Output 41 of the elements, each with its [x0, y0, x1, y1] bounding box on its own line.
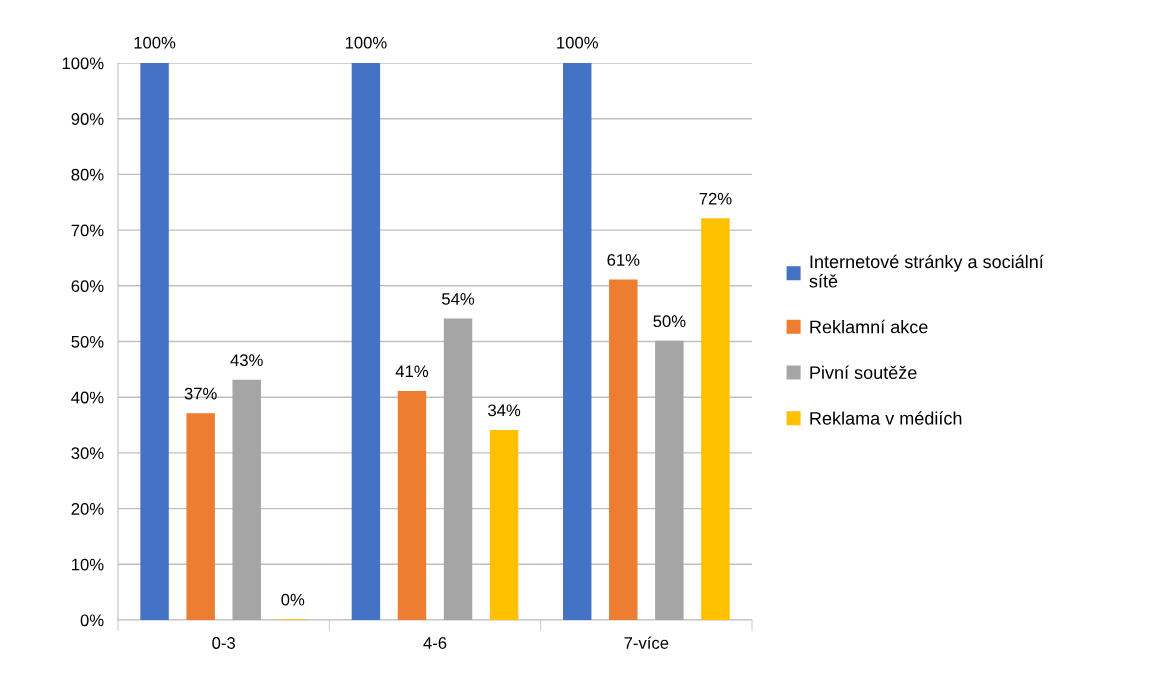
y-tick-label: 90% — [71, 113, 104, 125]
y-tick-label: 70% — [71, 224, 104, 237]
bar — [351, 63, 381, 620]
data-label: 61% — [607, 254, 640, 266]
data-label: 34% — [488, 404, 521, 417]
data-label: 100% — [134, 36, 176, 49]
bar — [609, 279, 638, 620]
y-tick-label: 80% — [71, 168, 104, 181]
data-label: 41% — [395, 365, 429, 378]
data-label: 50% — [653, 315, 686, 328]
bar — [397, 390, 427, 620]
x-tick-label: 0-3 — [212, 637, 235, 649]
y-tick-label: 0% — [80, 614, 104, 627]
y-tick-label: 60% — [71, 280, 104, 292]
legend-label: Internetové stránky a sociální sítě — [809, 254, 1044, 288]
data-label: 54% — [442, 293, 475, 305]
legend-label: Reklama v médiích — [810, 411, 962, 425]
bar — [140, 63, 169, 620]
y-tick-label: 50% — [71, 335, 104, 348]
x-tick-label: 4-6 — [423, 637, 447, 649]
legend-label: Reklamní akce — [810, 319, 928, 334]
bar — [701, 218, 730, 620]
bar — [655, 340, 684, 620]
bar — [443, 318, 473, 620]
y-tick-label: 100% — [62, 57, 104, 70]
bar — [232, 379, 261, 620]
data-label: 37% — [184, 387, 217, 400]
y-tick-label: 40% — [71, 391, 104, 404]
y-tick-label: 20% — [71, 503, 104, 515]
data-label: 72% — [699, 192, 732, 205]
data-label: 100% — [557, 36, 598, 49]
y-tick-label: 30% — [71, 447, 104, 460]
bar — [489, 429, 519, 620]
x-tick-label: 7-více — [624, 636, 669, 649]
legend-label: Pivní soutěže — [810, 365, 917, 380]
data-label: 0% — [281, 593, 305, 606]
bar — [563, 63, 592, 620]
data-label: 43% — [230, 354, 263, 367]
bar — [186, 413, 215, 620]
data-label: 100% — [345, 36, 387, 49]
y-tick-label: 10% — [72, 558, 104, 571]
